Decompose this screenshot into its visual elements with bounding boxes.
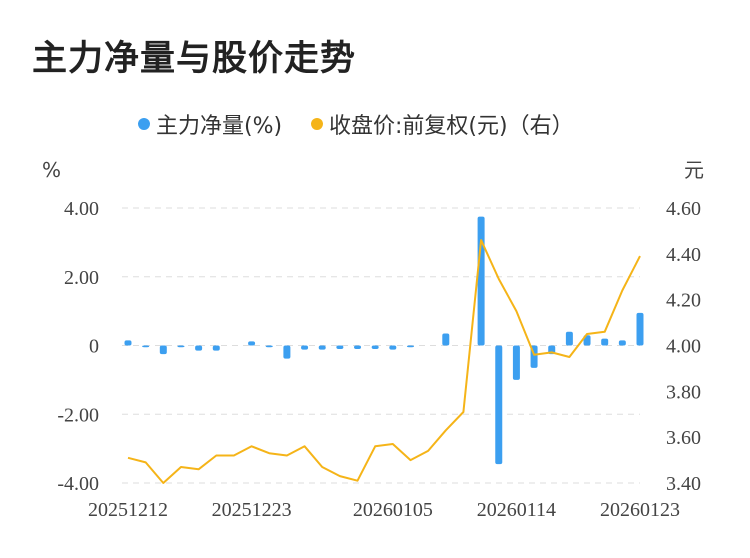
- bar[interactable]: [318, 345, 326, 350]
- left-tick-label: 0: [89, 336, 99, 358]
- left-tick-label: -4.00: [57, 473, 99, 495]
- left-tick-label: -2.00: [57, 404, 99, 426]
- x-tick-label: 20260123: [600, 499, 680, 521]
- bar[interactable]: [371, 345, 379, 349]
- bar[interactable]: [124, 340, 132, 346]
- legend: 主力净量(%) 收盘价:前复权(元)（右）: [0, 108, 750, 140]
- bar[interactable]: [195, 345, 203, 351]
- right-tick-label: 3.60: [666, 427, 701, 449]
- bar[interactable]: [477, 216, 485, 346]
- left-tick-label: 2.00: [64, 267, 99, 289]
- legend-item-net-flow[interactable]: 主力净量(%): [138, 108, 282, 140]
- legend-item-close-price[interactable]: 收盘价:前复权(元)（右）: [311, 108, 574, 140]
- left-tick-label: 4.00: [64, 198, 99, 220]
- right-tick-label: 4.00: [666, 336, 701, 358]
- bar[interactable]: [406, 345, 414, 348]
- bar[interactable]: [265, 345, 273, 348]
- chart-title: 主力净量与股价走势: [32, 39, 357, 79]
- right-tick-label: 4.40: [666, 244, 701, 266]
- bar[interactable]: [565, 331, 573, 346]
- bar[interactable]: [212, 345, 220, 351]
- bar[interactable]: [159, 345, 167, 355]
- left-axis-unit: %: [42, 158, 61, 182]
- right-tick-label: 4.60: [666, 198, 701, 220]
- x-tick-label: 20260114: [477, 499, 556, 521]
- bar[interactable]: [442, 333, 450, 346]
- bar[interactable]: [283, 345, 291, 359]
- line-series: [127, 239, 641, 484]
- right-tick-label: 3.80: [666, 381, 701, 403]
- bar[interactable]: [354, 345, 362, 349]
- x-tick-label: 20251223: [212, 499, 292, 521]
- bar[interactable]: [389, 345, 397, 350]
- bar[interactable]: [301, 345, 309, 350]
- bar[interactable]: [636, 312, 644, 346]
- axis-labels: 4.00 2.00 0 -2.00 -4.00 4.60 4.40 4.20 4.00 3.80 3…: [57, 198, 701, 521]
- right-tick-label: 4.20: [666, 290, 701, 312]
- bar[interactable]: [336, 345, 344, 349]
- close-price-line[interactable]: [127, 239, 641, 484]
- legend-dot-bar: [138, 118, 150, 130]
- bar[interactable]: [177, 345, 185, 348]
- bar[interactable]: [601, 338, 609, 346]
- legend-label-close-price: 收盘价:前复权(元)（右）: [329, 114, 574, 139]
- x-tick-label: 20260105: [353, 499, 433, 521]
- right-axis-unit: 元: [684, 158, 704, 182]
- right-tick-label: 3.40: [666, 473, 701, 495]
- bar[interactable]: [618, 340, 626, 346]
- bar[interactable]: [512, 345, 520, 380]
- legend-label-net-flow: 主力净量(%): [156, 114, 283, 139]
- legend-dot-line: [311, 118, 323, 130]
- bar[interactable]: [495, 345, 503, 465]
- bar-series: [124, 216, 644, 465]
- grid-lines: [122, 207, 640, 484]
- bar[interactable]: [248, 341, 256, 346]
- x-tick-label: 20251212: [88, 499, 168, 521]
- bar[interactable]: [142, 345, 150, 348]
